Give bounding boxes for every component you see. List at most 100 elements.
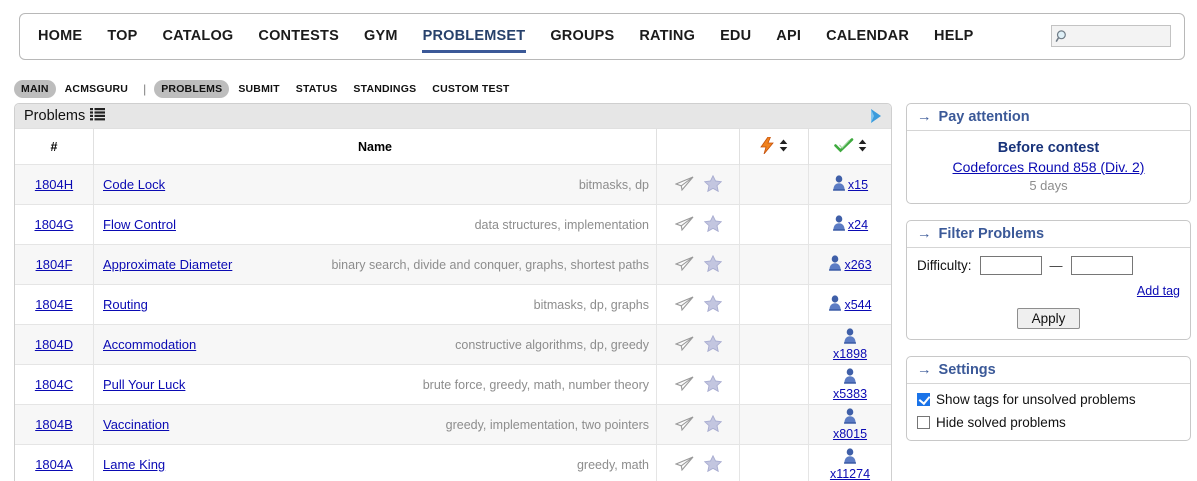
nav-item-home[interactable]: HOME [38, 28, 83, 44]
solved-count-link[interactable]: x15 [847, 177, 869, 192]
cell-problem-id: 1804G [15, 204, 94, 245]
nav-item-contests[interactable]: CONTESTS [258, 28, 339, 44]
nav-item-gym[interactable]: GYM [363, 28, 398, 44]
solved-count-link[interactable]: x8015 [832, 426, 868, 441]
paper-plane-icon[interactable] [673, 175, 694, 194]
paper-plane-icon[interactable] [673, 255, 694, 274]
cell-problem-name: Accommodation constructive algorithms, dp… [93, 324, 657, 365]
settings-option-row[interactable]: Show tags for unsolved problems [917, 392, 1180, 407]
subnav-item-standings[interactable]: STANDINGS [353, 82, 417, 95]
problem-name-link[interactable]: Accommodation [103, 337, 197, 352]
star-icon[interactable] [703, 214, 722, 235]
subnav-item-custom-test[interactable]: CUSTOM TEST [432, 82, 510, 95]
problems-table: # Name [15, 128, 891, 481]
contest-countdown: 5 days [1029, 178, 1068, 193]
filter-problems-header: → Filter Problems [907, 221, 1190, 248]
checkbox-checked-icon[interactable] [917, 393, 930, 406]
solved-count-link[interactable]: x1898 [832, 346, 868, 361]
add-tag-link[interactable]: Add tag [1136, 284, 1180, 298]
difficulty-min-input[interactable] [979, 256, 1042, 275]
difficulty-sorter[interactable] [760, 136, 788, 157]
subnav-item-submit[interactable]: SUBMIT [238, 82, 280, 95]
table-row: 1804A Lame King greedy, math x11274 [15, 444, 891, 481]
problem-name-link[interactable]: Code Lock [103, 177, 166, 192]
star-icon[interactable] [703, 374, 722, 395]
cell-problem-id: 1804A [15, 444, 94, 481]
cell-difficulty [739, 244, 809, 285]
paper-plane-icon[interactable] [673, 215, 694, 234]
contest-link[interactable]: Codeforces Round 858 (Div. 2) [952, 159, 1145, 175]
main-nav-links: HOME TOP CATALOG CONTESTS GYM PROBLEMSET GROUP… [20, 14, 1184, 59]
problem-id-link[interactable]: 1804C [34, 377, 74, 392]
problem-id-link[interactable]: 1804G [34, 217, 74, 232]
nav-item-top[interactable]: TOP [107, 28, 138, 44]
solved-count-link[interactable]: x263 [844, 257, 872, 272]
settings-option-row[interactable]: Hide solved problems [917, 415, 1180, 430]
table-row: 1804C Pull Your Luck brute force, greedy, … [15, 364, 891, 405]
pay-attention-header: → Pay attention [907, 104, 1190, 131]
problem-name-link[interactable]: Approximate Diameter [103, 257, 233, 272]
star-icon[interactable] [703, 294, 722, 315]
paper-plane-icon[interactable] [673, 335, 694, 354]
difficulty-max-input[interactable] [1070, 256, 1133, 275]
problem-name-link[interactable]: Lame King [103, 457, 166, 472]
paper-plane-icon[interactable] [673, 455, 694, 474]
problem-id-link[interactable]: 1804F [35, 257, 73, 272]
subnav-item-status[interactable]: STATUS [295, 82, 338, 95]
solved-count-link[interactable]: x544 [844, 297, 872, 312]
problem-id-link[interactable]: 1804D [34, 337, 74, 352]
play-right-icon[interactable] [869, 108, 883, 128]
problems-table-header-row: # Name [15, 128, 891, 165]
star-icon[interactable] [703, 334, 722, 355]
nav-item-api[interactable]: API [776, 28, 802, 44]
problem-id-link[interactable]: 1804E [35, 297, 73, 312]
problem-id-link[interactable]: 1804A [35, 457, 73, 472]
paper-plane-icon[interactable] [673, 375, 694, 394]
nav-item-calendar[interactable]: CALENDAR [826, 28, 910, 44]
column-header-solved[interactable] [808, 128, 891, 165]
paper-plane-icon[interactable] [673, 415, 694, 434]
solved-sorter[interactable] [833, 137, 867, 156]
solved-count-link[interactable]: x5383 [832, 386, 868, 401]
column-header-id[interactable]: # [15, 128, 94, 165]
star-icon[interactable] [703, 414, 722, 435]
settings-option-label: Hide solved problems [936, 415, 1066, 430]
problem-tags: data structures, implementation [474, 217, 649, 232]
solved-count-link[interactable]: x11274 [829, 466, 871, 481]
nav-item-catalog[interactable]: CATALOG [162, 28, 234, 44]
list-icon[interactable] [90, 107, 106, 125]
search-input[interactable] [1070, 29, 1166, 43]
search-box[interactable] [1051, 25, 1171, 47]
cell-solved-count: x263 [808, 244, 891, 285]
star-icon[interactable] [703, 454, 722, 475]
subnav-item-acmsguru[interactable]: ACMSGURU [64, 82, 129, 95]
checkbox-icon[interactable] [917, 416, 930, 429]
nav-item-edu[interactable]: EDU [720, 28, 752, 44]
star-icon[interactable] [703, 174, 722, 195]
problem-name-link[interactable]: Pull Your Luck [103, 377, 186, 392]
star-icon[interactable] [703, 254, 722, 275]
problem-name-link[interactable]: Vaccination [103, 417, 170, 432]
settings-option-label: Show tags for unsolved problems [936, 392, 1136, 407]
table-row: 1804G Flow Control data structures, implem… [15, 204, 891, 245]
subnav-item-problems[interactable]: PROBLEMS [154, 79, 230, 98]
problem-id-link[interactable]: 1804H [34, 177, 74, 192]
problem-name-link[interactable]: Routing [103, 297, 148, 312]
nav-item-rating[interactable]: RATING [639, 28, 696, 44]
cell-difficulty [739, 284, 809, 325]
person-icon [843, 408, 857, 427]
column-header-difficulty[interactable] [739, 128, 809, 165]
filter-problems-box: → Filter Problems Difficulty: — Add tag … [906, 220, 1191, 340]
nav-item-help[interactable]: HELP [934, 28, 974, 44]
paper-plane-icon[interactable] [673, 295, 694, 314]
solved-count-link[interactable]: x24 [847, 217, 869, 232]
table-row: 1804H Code Lock bitmasks, dp x15 [15, 164, 891, 205]
table-row: 1804D Accommodation constructive algorithm… [15, 324, 891, 365]
nav-item-problemset[interactable]: PROBLEMSET [421, 25, 527, 53]
apply-button[interactable]: Apply [1016, 308, 1081, 329]
settings-title: Settings [938, 362, 996, 378]
problem-name-link[interactable]: Flow Control [103, 217, 176, 232]
subnav-item-main[interactable]: MAIN [14, 79, 56, 98]
nav-item-groups[interactable]: GROUPS [550, 28, 615, 44]
problem-id-link[interactable]: 1804B [35, 417, 73, 432]
